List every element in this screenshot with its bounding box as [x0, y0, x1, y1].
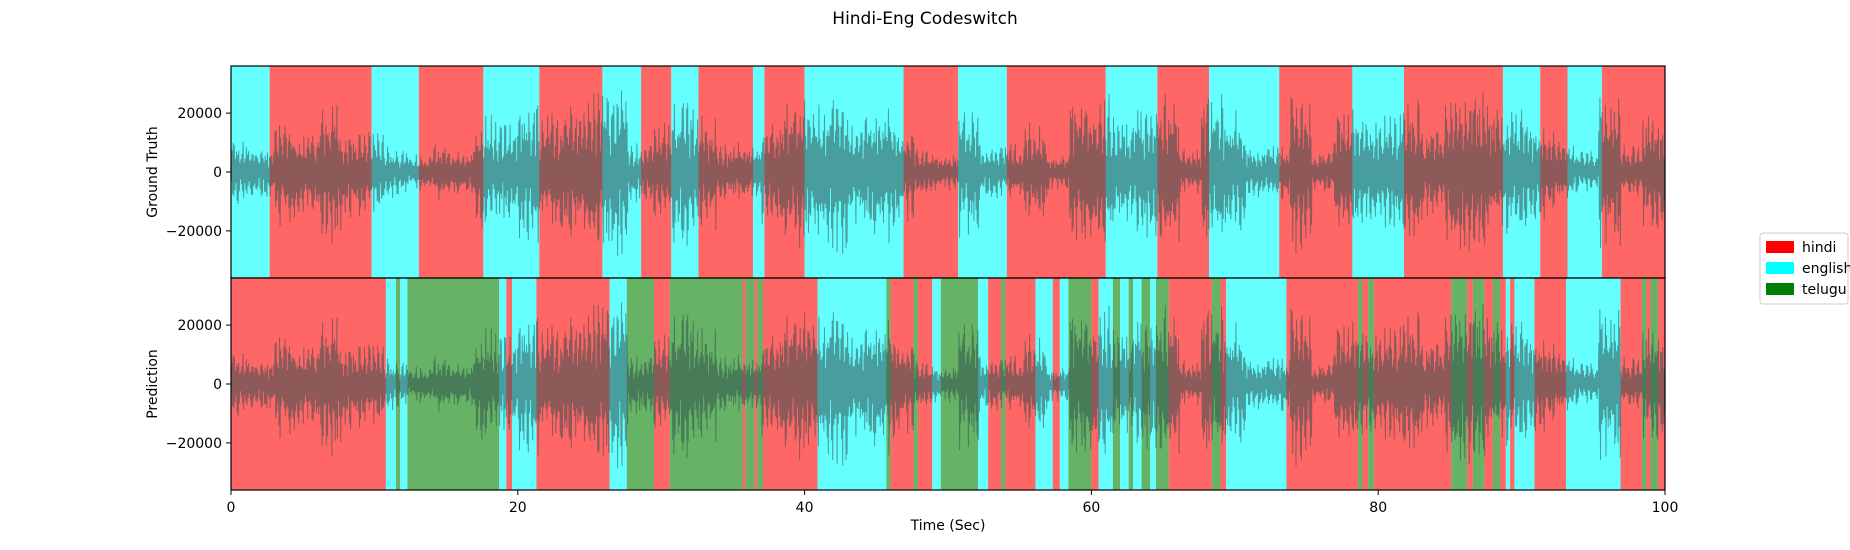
panel-1: 20000 0 −20000 Prediction — [145, 277, 1666, 491]
legend-label-english: english — [1802, 261, 1850, 277]
y-tick-label: 0 — [213, 165, 222, 181]
legend-label-telugu: telugu — [1802, 282, 1847, 298]
chart-panels: 20000 0 −20000 Ground Truth 20000 0 −20000 Pred… — [145, 65, 1679, 516]
x-tick-label: 0 — [227, 500, 236, 516]
x-tick-label: 40 — [796, 500, 814, 516]
x-tick-label: 80 — [1369, 500, 1387, 516]
x-tick-label: 20 — [509, 500, 527, 516]
legend-swatch-hindi — [1766, 241, 1794, 253]
y-tick-label: −20000 — [166, 224, 222, 240]
y-axis-title: Ground Truth — [145, 126, 161, 217]
chart-title: Hindi-Eng Codeswitch — [832, 9, 1017, 29]
panel-0: 20000 0 −20000 Ground Truth — [145, 65, 1666, 279]
y-tick-label: 20000 — [177, 318, 222, 334]
y-tick-label: −20000 — [166, 436, 222, 452]
waveform-line — [230, 90, 1666, 256]
legend-swatch-english — [1766, 262, 1794, 274]
legend-swatch-telugu — [1766, 283, 1794, 295]
y-axis-title: Prediction — [145, 349, 161, 419]
legend: hindi english telugu — [1759, 232, 1850, 305]
waveform-line — [230, 302, 1666, 468]
legend-label-hindi: hindi — [1802, 240, 1836, 256]
x-tick-label: 100 — [1652, 500, 1679, 516]
y-tick-label: 0 — [213, 377, 222, 393]
x-axis-title: Time (Sec) — [910, 518, 986, 534]
x-tick-label: 60 — [1082, 500, 1100, 516]
y-tick-label: 20000 — [177, 106, 222, 122]
